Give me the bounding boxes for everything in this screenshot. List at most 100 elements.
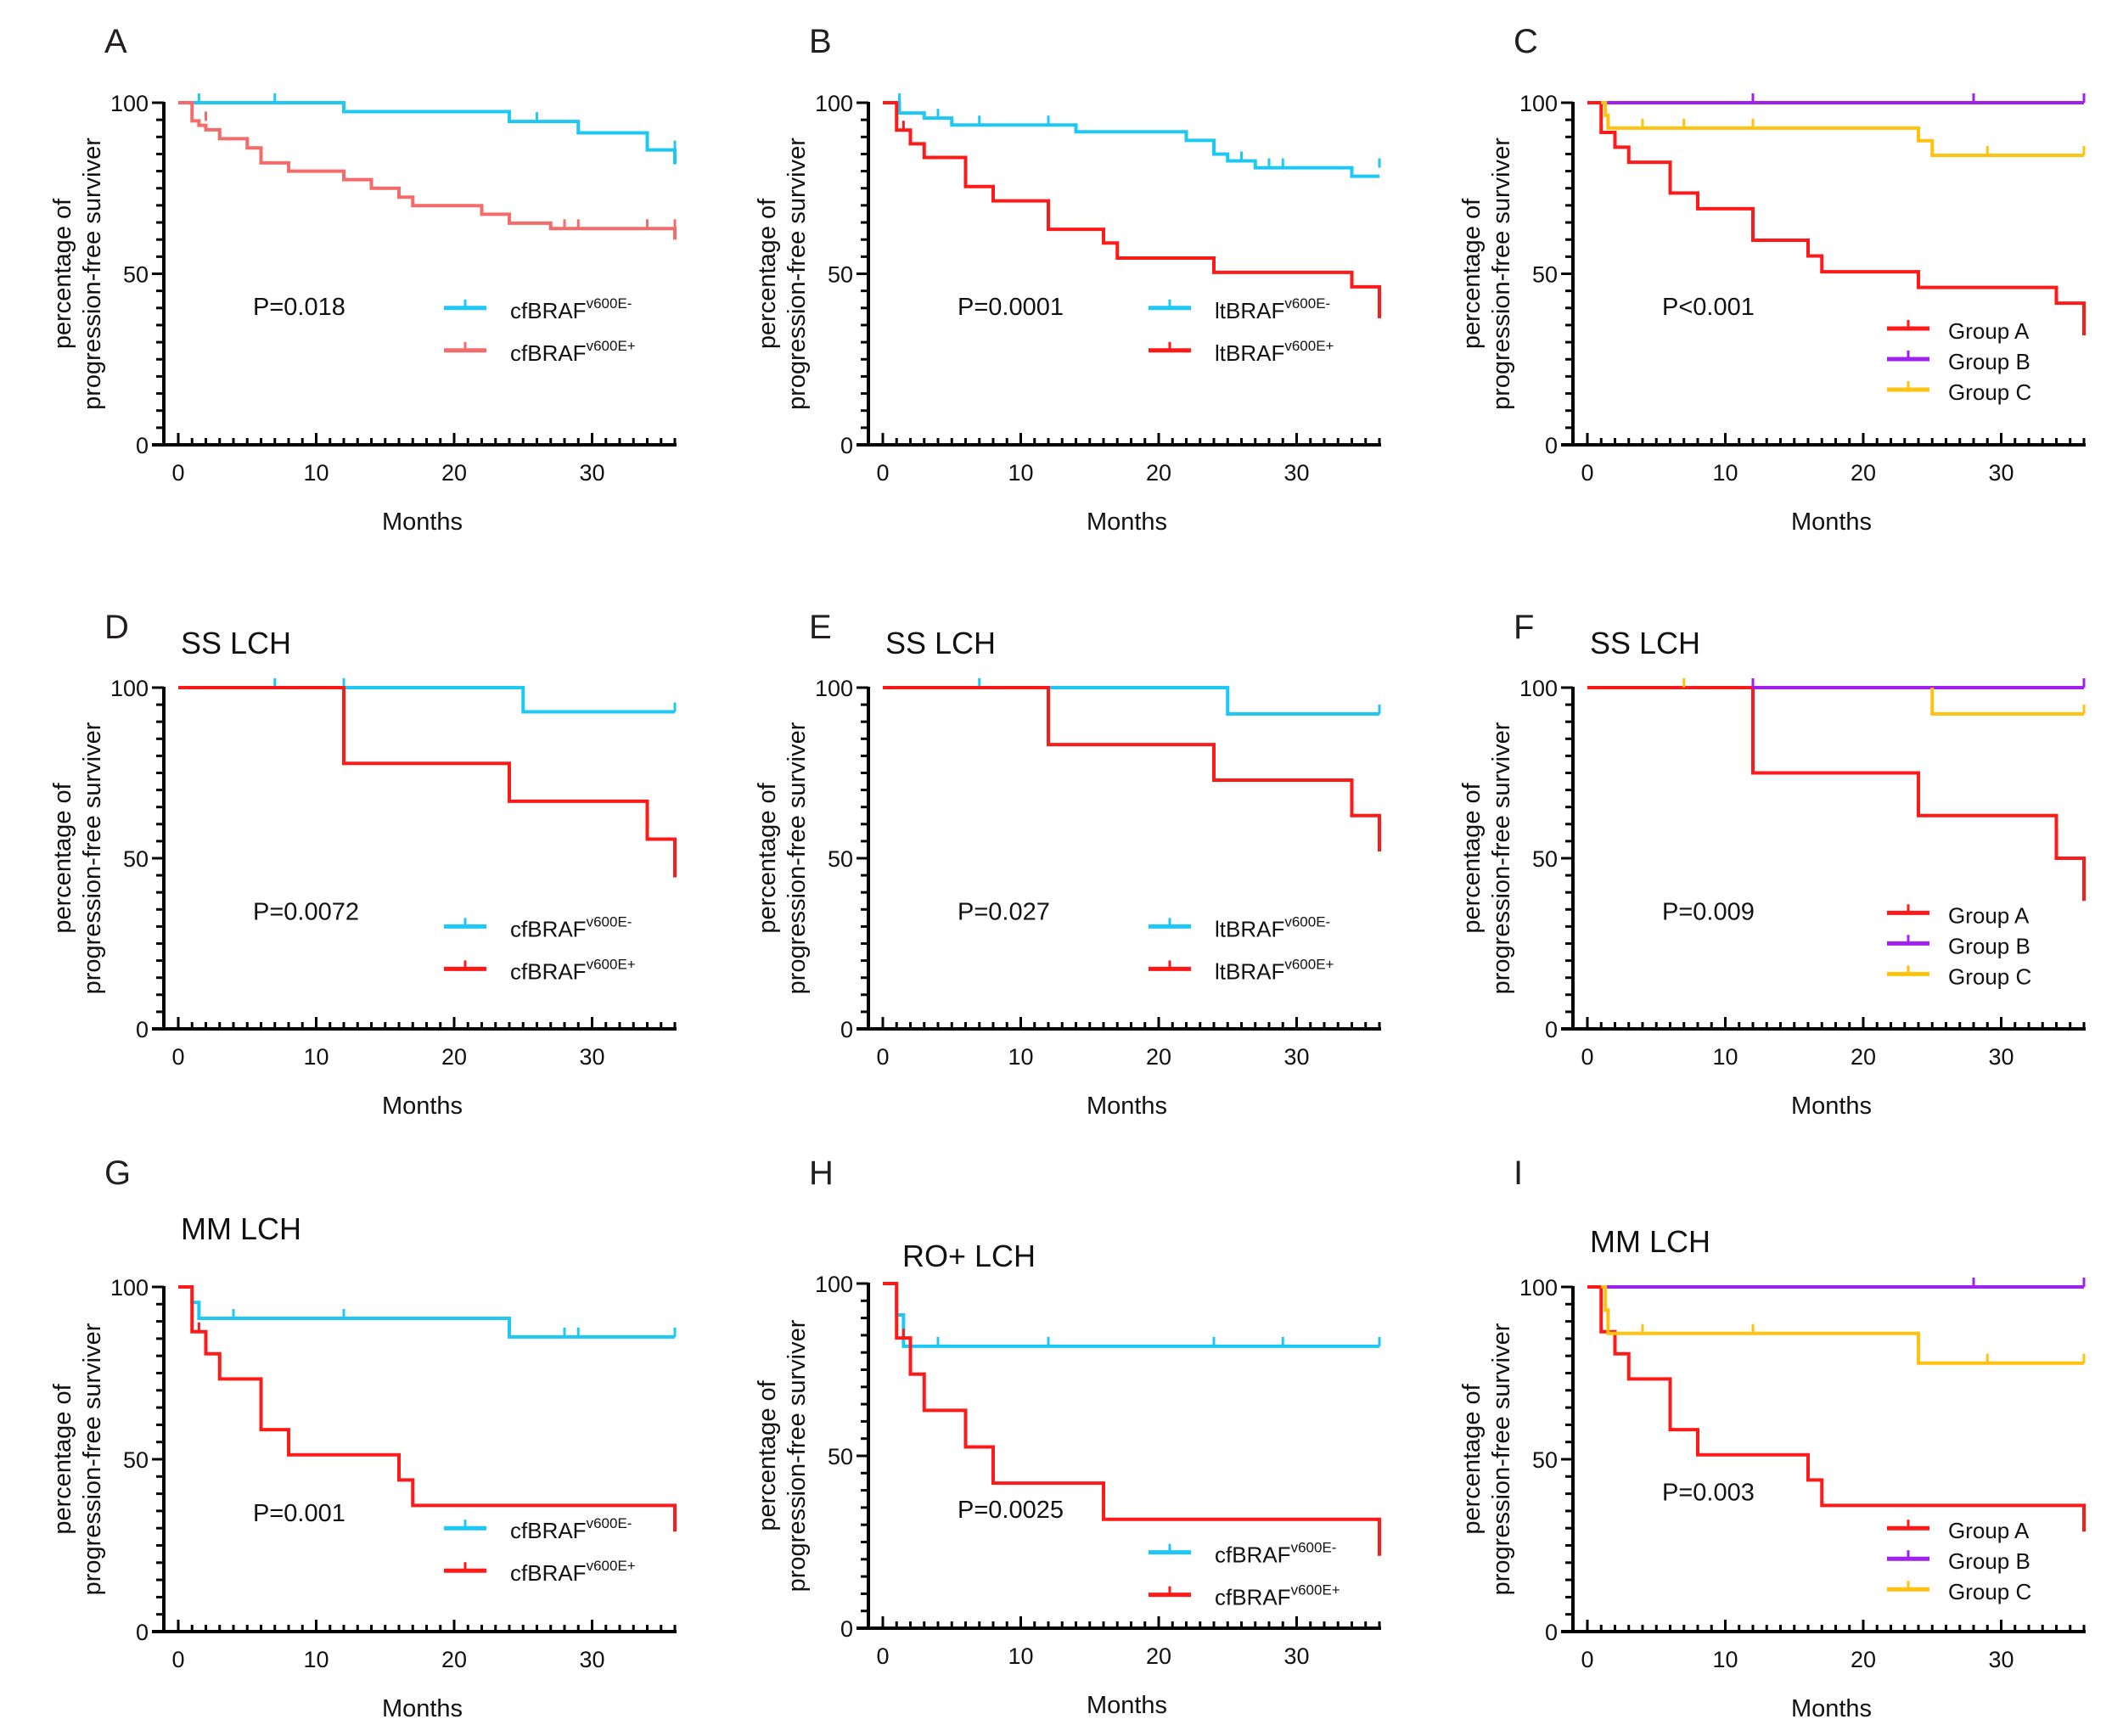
legend-label: ltBRAFv600E+ bbox=[1215, 956, 1334, 984]
legend-label-superscript: v600E- bbox=[587, 913, 632, 930]
panel-letter: D bbox=[104, 609, 129, 646]
legend-label: cfBRAFv600E+ bbox=[510, 956, 636, 984]
x-tick-label: 30 bbox=[1283, 460, 1309, 486]
x-tick-label: 10 bbox=[303, 460, 329, 486]
x-tick-label: 30 bbox=[1283, 1044, 1309, 1070]
y-tick-label: 0 bbox=[136, 1017, 149, 1042]
legend-label-superscript: v600E+ bbox=[1291, 1582, 1340, 1598]
y-tick-label: 50 bbox=[828, 1444, 853, 1469]
y-tick-label: 50 bbox=[1532, 1447, 1558, 1473]
x-tick-label: 10 bbox=[1712, 1647, 1738, 1672]
legend-label-superscript: v600E+ bbox=[587, 338, 636, 354]
p-value-label: P<0.001 bbox=[1662, 294, 1755, 321]
p-value-label: P=0.0072 bbox=[253, 898, 359, 925]
x-axis-title: Months bbox=[1791, 508, 1872, 536]
x-tick-label: 20 bbox=[1851, 1044, 1876, 1070]
p-value-label: P=0.0025 bbox=[958, 1497, 1064, 1524]
x-tick-label: 30 bbox=[579, 1044, 604, 1070]
panel-letter: C bbox=[1514, 23, 1538, 60]
y-tick-label: 100 bbox=[110, 91, 149, 116]
legend-label-main: Group C bbox=[1948, 1579, 2031, 1604]
y-axis-title-line2: progression-free surviver bbox=[783, 1319, 811, 1592]
panel-subtitle: SS LCH bbox=[181, 626, 291, 660]
legend-label-main: Group A bbox=[1948, 902, 2030, 928]
legend-item: ltBRAFv600E+ bbox=[1149, 338, 1334, 366]
y-axis-title-line2: progression-free surviver bbox=[783, 722, 811, 994]
x-tick-label: 0 bbox=[1581, 1647, 1593, 1672]
legend-item: Group C bbox=[1887, 964, 2031, 989]
survival-curve-3 bbox=[1930, 688, 2084, 716]
survival-curve-1 bbox=[1587, 1285, 2086, 1532]
y-tick-label: 0 bbox=[840, 1017, 853, 1042]
legend-label-main: Group B bbox=[1948, 1548, 2030, 1574]
legend-label: ltBRAFv600E- bbox=[1215, 913, 1330, 941]
x-tick-label: 10 bbox=[1712, 460, 1738, 486]
legend-label: cfBRAFv600E+ bbox=[1215, 1582, 1340, 1610]
legend-item: cfBRAFv600E- bbox=[444, 913, 632, 941]
y-axis-title-line1: percentage of bbox=[754, 782, 781, 933]
x-axis-title: Months bbox=[1087, 1692, 1167, 1719]
panel-e: E SS LCH 0 50 100 0 10 20 30 Months percentage of p… bbox=[754, 609, 1381, 1120]
y-tick-label: 50 bbox=[123, 262, 149, 288]
legend-label: Group A bbox=[1948, 902, 2030, 928]
y-axis-title-line2: progression-free surviver bbox=[1488, 138, 1515, 410]
panel-c: C 0 50 100 0 10 20 30 Months percentage of progres… bbox=[1458, 23, 2086, 536]
legend-label-main: ltBRAF bbox=[1215, 298, 1284, 323]
y-axis-title-line1: percentage of bbox=[49, 782, 76, 933]
x-tick-label: 20 bbox=[441, 1044, 467, 1070]
legend-item: cfBRAFv600E- bbox=[444, 295, 632, 323]
x-axis-title: Months bbox=[382, 1695, 463, 1722]
legend-label-main: Group C bbox=[1948, 964, 2031, 989]
legend-label-superscript: v600E- bbox=[1284, 295, 1330, 312]
y-axis-title-line2: progression-free surviver bbox=[79, 722, 106, 994]
panel-subtitle: MM LCH bbox=[181, 1211, 301, 1246]
panel-a: A 0 50 100 0 10 20 30 Months percentage of progres… bbox=[49, 23, 677, 536]
x-tick-label: 20 bbox=[441, 1647, 467, 1672]
legend-item: cfBRAFv600E+ bbox=[1149, 1582, 1340, 1610]
y-tick-label: 0 bbox=[136, 1620, 149, 1645]
legend-label: ltBRAFv600E- bbox=[1215, 295, 1330, 323]
x-axis-title: Months bbox=[1087, 508, 1167, 536]
x-tick-label: 20 bbox=[441, 460, 467, 486]
x-tick-label: 10 bbox=[303, 1044, 329, 1070]
panel-letter: E bbox=[809, 609, 832, 646]
y-tick-label: 0 bbox=[840, 1616, 853, 1642]
legend-item: Group C bbox=[1887, 379, 2031, 405]
y-tick-label: 50 bbox=[123, 1447, 149, 1473]
legend-label-superscript: v600E- bbox=[587, 1515, 632, 1531]
legend-label-main: ltBRAF bbox=[1215, 916, 1284, 941]
x-tick-label: 20 bbox=[1146, 1044, 1171, 1070]
y-tick-label: 0 bbox=[1545, 1017, 1558, 1042]
y-axis-title-line1: percentage of bbox=[49, 198, 76, 349]
y-tick-label: 100 bbox=[110, 676, 149, 701]
y-tick-label: 100 bbox=[1519, 1275, 1558, 1301]
survival-curve-1 bbox=[883, 686, 1379, 716]
legend-label-main: cfBRAF bbox=[1215, 1585, 1291, 1610]
legend-label-main: Group A bbox=[1948, 1518, 2030, 1543]
x-axis-title: Months bbox=[1087, 1093, 1167, 1120]
y-tick-label: 50 bbox=[828, 846, 853, 872]
legend-label: ltBRAFv600E+ bbox=[1215, 338, 1334, 366]
y-tick-label: 100 bbox=[1519, 91, 1558, 116]
y-tick-label: 50 bbox=[123, 846, 149, 872]
y-tick-label: 100 bbox=[1519, 676, 1558, 701]
legend-label-main: ltBRAF bbox=[1215, 340, 1284, 366]
x-tick-label: 0 bbox=[876, 1044, 889, 1070]
survival-curve-2 bbox=[883, 686, 1381, 851]
legend-label: Group B bbox=[1948, 933, 2030, 958]
p-value-label: P=0.0001 bbox=[958, 294, 1064, 321]
panel-subtitle: SS LCH bbox=[885, 626, 996, 660]
legend-label: cfBRAFv600E- bbox=[510, 295, 632, 323]
survival-curve-1 bbox=[883, 101, 1379, 178]
x-tick-label: 30 bbox=[1988, 460, 2013, 486]
x-tick-label: 30 bbox=[579, 460, 604, 486]
legend-item: Group B bbox=[1887, 933, 2030, 958]
panel-letter: G bbox=[104, 1155, 131, 1192]
y-tick-label: 100 bbox=[815, 91, 853, 116]
survival-curve-1 bbox=[178, 101, 677, 165]
panel-subtitle: RO+ LCH bbox=[902, 1239, 1036, 1273]
panel-letter: H bbox=[809, 1155, 834, 1192]
legend-label-superscript: v600E+ bbox=[587, 956, 636, 972]
p-value-label: P=0.027 bbox=[958, 898, 1050, 925]
legend-label: Group B bbox=[1948, 349, 2030, 374]
